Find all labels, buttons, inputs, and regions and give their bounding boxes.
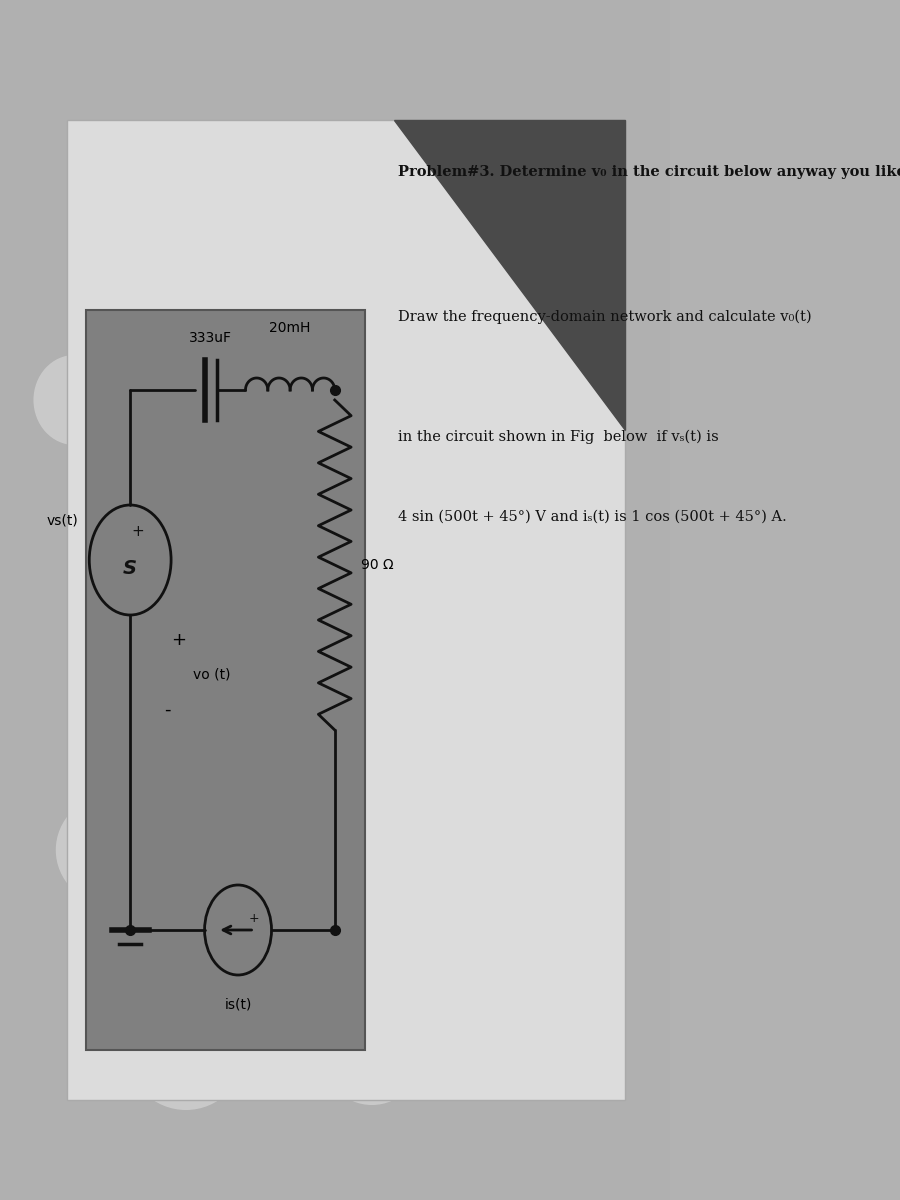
Text: 20mH: 20mH [269,320,310,335]
Ellipse shape [543,360,617,440]
Ellipse shape [491,900,580,1000]
Text: in the circuit shown in Fig  below  if vₛ(t) is: in the circuit shown in Fig below if vₛ(… [398,430,719,444]
Text: +: + [249,912,260,924]
Polygon shape [394,120,625,430]
Ellipse shape [56,794,167,905]
Text: Draw the frequency-domain network and calculate v₀(t): Draw the frequency-domain network and ca… [398,310,812,324]
Ellipse shape [127,990,246,1110]
Text: 4 sin (500t + 45°) V and iₛ(t) is 1 cos (500t + 45°) A.: 4 sin (500t + 45°) V and iₛ(t) is 1 cos … [398,510,787,524]
Ellipse shape [260,630,410,770]
Bar [86,310,365,1050]
Text: vs(t): vs(t) [47,514,78,527]
Text: is(t): is(t) [224,997,252,1010]
Ellipse shape [372,490,491,610]
Ellipse shape [410,226,513,335]
Ellipse shape [208,270,298,370]
Text: 90 Ω: 90 Ω [361,558,393,572]
Ellipse shape [290,385,424,515]
Text: 333uF: 333uF [189,331,232,346]
Text: +: + [131,524,144,540]
Text: Problem#3. Determine v₀ in the circuit below anyway you like:: Problem#3. Determine v₀ in the circuit b… [398,164,900,179]
Text: +: + [171,631,186,649]
Ellipse shape [186,455,260,545]
Bar [67,120,625,1100]
Ellipse shape [320,995,424,1105]
Ellipse shape [253,140,372,260]
Text: S: S [123,558,137,577]
Ellipse shape [33,355,115,445]
Text: vo (t): vo (t) [194,668,231,682]
Ellipse shape [417,670,506,770]
Text: -: - [164,701,171,719]
Ellipse shape [436,830,532,930]
Ellipse shape [101,600,197,700]
Ellipse shape [230,835,364,965]
